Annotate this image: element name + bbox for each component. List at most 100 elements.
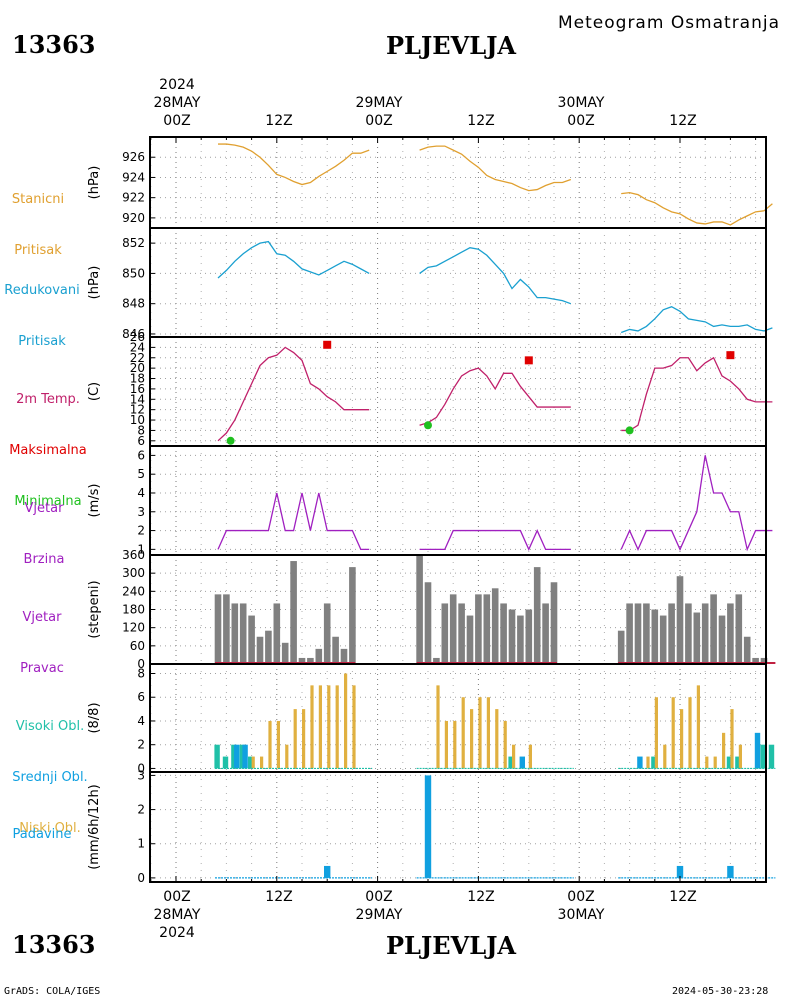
wind-direction-bar — [735, 594, 743, 664]
unit-label: (m/s) — [87, 484, 102, 518]
temperature-line — [419, 367, 571, 426]
y-tick-label: 852 — [122, 236, 145, 250]
low-cloud-bar — [654, 697, 658, 769]
low-cloud-bar — [436, 685, 440, 769]
y-tick-label: 1 — [137, 837, 145, 851]
wind-direction-bar — [550, 582, 558, 664]
label-wind-speed-line1: Vjetar — [24, 501, 64, 516]
y-tick-label: 6 — [137, 448, 145, 462]
low-cloud-bar — [260, 756, 264, 769]
wind-direction-bar — [349, 567, 356, 664]
min-temp-marker — [625, 426, 634, 435]
wind-direction-bar — [315, 648, 323, 664]
low-cloud-bar — [705, 756, 709, 769]
low-cloud-bar — [276, 720, 280, 769]
y-tick-label: 3 — [137, 505, 145, 519]
low-cloud-bar — [293, 709, 297, 769]
y-tick-label: 24 — [130, 340, 145, 354]
y-tick-label: 300 — [122, 566, 145, 580]
temperature-line — [621, 356, 773, 432]
chart-frame — [149, 136, 767, 883]
bottom-hour-label-3: 00Z — [567, 889, 595, 905]
y-tick-label: 360 — [122, 548, 145, 562]
label-wind-speed: Vjetar Brzina — [0, 466, 88, 585]
label-precip-line1: Padavine — [12, 827, 72, 842]
low-cloud-bar — [310, 685, 314, 769]
y-tick-label: 850 — [122, 266, 145, 280]
y-tick-label: 0 — [137, 871, 145, 885]
wind-direction-bar — [416, 555, 423, 664]
y-tick-label: 3 — [137, 768, 145, 782]
unit-label: (hPa) — [87, 166, 102, 200]
wind-direction-bar — [525, 609, 533, 664]
label-station-pressure: Stanicni Pritisak — [0, 157, 76, 276]
wind-direction-bar — [676, 576, 684, 664]
y-tick-label: 14 — [130, 392, 145, 406]
y-tick-label: 6 — [137, 690, 145, 704]
wind-direction-bar — [634, 603, 642, 664]
y-tick-label: 922 — [122, 191, 145, 205]
high-cloud-bar — [735, 756, 741, 769]
y-tick-label: 2 — [137, 738, 145, 752]
mid-cloud-bar — [637, 756, 643, 769]
top-day-label-2: 29MAY — [355, 95, 403, 111]
wind-direction-bar — [248, 615, 255, 664]
precipitation-bar — [727, 865, 734, 878]
low-cloud-bar — [461, 697, 465, 769]
wind-direction-bar — [281, 642, 289, 664]
y-tick-label: 26 — [130, 330, 145, 344]
y-tick-label: 60 — [130, 639, 145, 653]
y-tick-label: 180 — [122, 603, 145, 617]
label-clouds: Visoki Obl. Srednji Obl. Niski Obl. — [0, 684, 100, 854]
label-reduced-pressure-line1: Redukovani — [4, 283, 80, 298]
station-id-top: 13363 — [12, 30, 96, 59]
y-tick-label: 848 — [122, 297, 145, 311]
wind-direction-bar — [340, 648, 348, 664]
wind-direction-bar — [752, 657, 759, 664]
y-tick-label: 0 — [137, 761, 145, 775]
wind-direction-bar — [433, 657, 440, 664]
mid-cloud-bar — [242, 744, 248, 769]
y-tick-label: 8 — [137, 666, 145, 680]
top-day-label-1: 28MAY — [153, 95, 201, 111]
high-cloud-bar — [248, 756, 254, 769]
wind-direction-bar — [626, 603, 633, 664]
wind-direction-bar — [542, 603, 549, 664]
low-cloud-bar — [318, 685, 322, 769]
y-tick-label: 4 — [137, 714, 145, 728]
label-temp-line2: Maksimalna — [9, 443, 87, 458]
unit-label: (hPa) — [87, 266, 102, 300]
top-year-label: 2024 — [159, 77, 195, 93]
y-tick-label: 240 — [122, 584, 145, 598]
precipitation-bar — [324, 865, 331, 878]
min-temp-marker — [226, 436, 235, 445]
wind-direction-bar — [500, 603, 507, 664]
y-tick-label: 12 — [130, 403, 145, 417]
low-cloud-bar — [268, 720, 272, 769]
low-cloud-bar — [680, 709, 684, 769]
wind-direction-bar — [701, 603, 709, 664]
high-cloud-bar — [508, 756, 514, 769]
y-tick-label: 2 — [137, 803, 145, 817]
top-hour-label-1: 00Z — [163, 113, 191, 129]
low-cloud-bar — [495, 709, 499, 769]
max-temp-marker — [524, 356, 533, 365]
wind-direction-bar — [466, 615, 474, 664]
footer-credit: GrADS: COLA/IGES — [4, 986, 101, 997]
low-cloud-bar — [696, 685, 700, 769]
label-wind-dir-line2: Pravac — [20, 661, 64, 676]
wind-direction-bar — [231, 603, 239, 664]
mid-cloud-bar — [519, 756, 525, 769]
high-cloud-bar — [214, 744, 220, 769]
bottom-hour12-label-2: 12Z — [467, 889, 495, 905]
low-cloud-bar — [503, 720, 507, 769]
y-tick-label: 920 — [122, 211, 145, 225]
station-pressure-line — [419, 145, 572, 192]
max-temp-marker — [726, 351, 735, 360]
wind-direction-bar — [727, 603, 734, 664]
unit-label: (stepeni) — [87, 580, 102, 638]
label-temperature: 2m Temp. Maksimalna Minimalna — [0, 357, 96, 527]
wind-direction-bar — [449, 594, 457, 664]
unit-label: (mm/6h/12h) — [87, 784, 102, 870]
y-tick-label: 16 — [130, 382, 145, 396]
